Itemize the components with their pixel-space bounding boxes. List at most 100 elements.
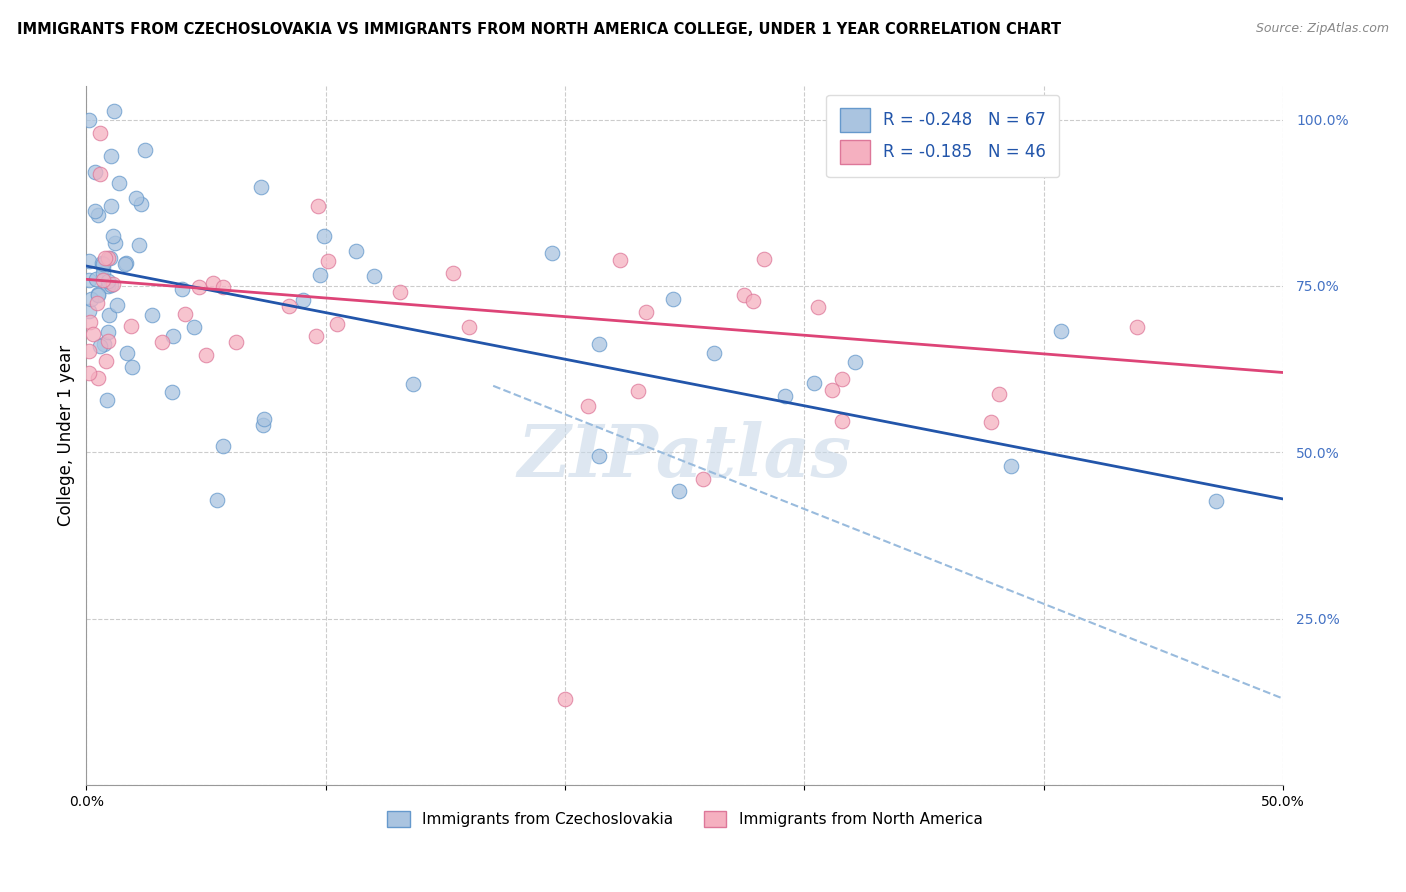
Point [89, 167, 111, 181]
Point [752, 252, 775, 266]
Point [588, 337, 610, 351]
Point [97, 308, 120, 322]
Point [89, 126, 111, 140]
Point [662, 292, 685, 306]
Point [98, 252, 121, 266]
Point [225, 335, 247, 350]
Point [93, 251, 115, 265]
Point [831, 414, 853, 428]
Point [692, 473, 714, 487]
Point [183, 320, 205, 334]
Point [668, 483, 690, 498]
Point [94, 354, 117, 368]
Point [172, 282, 194, 296]
Point [773, 389, 796, 403]
Point [80, 292, 103, 306]
Point [108, 176, 131, 190]
Point [627, 384, 650, 398]
Point [253, 412, 276, 426]
Point [308, 268, 330, 282]
Point [402, 376, 425, 391]
Point [104, 236, 127, 251]
Point [128, 237, 150, 252]
Point [101, 228, 124, 243]
Point [980, 415, 1002, 429]
Point [1205, 494, 1227, 508]
Point [205, 493, 228, 508]
Point [91, 260, 114, 275]
Point [457, 319, 479, 334]
Point [86, 208, 108, 222]
Point [250, 179, 273, 194]
Point [150, 334, 173, 349]
Point [363, 268, 385, 283]
Point [114, 257, 136, 271]
Point [115, 256, 138, 270]
Point [252, 417, 274, 432]
Text: ZIPatlas: ZIPatlas [517, 421, 852, 492]
Point [742, 293, 765, 308]
Point [87, 288, 110, 302]
Point [87, 286, 110, 301]
Point [77, 343, 100, 358]
Point [97, 334, 120, 348]
Point [173, 307, 195, 321]
Point [77, 253, 100, 268]
Point [820, 384, 842, 398]
Point [141, 308, 163, 322]
Point [212, 438, 235, 452]
Point [87, 371, 110, 385]
Point [831, 372, 853, 386]
Point [211, 280, 233, 294]
Point [312, 229, 335, 244]
Point [443, 266, 465, 280]
Point [97, 278, 120, 293]
Point [77, 112, 100, 127]
Point [304, 329, 326, 343]
Point [807, 300, 830, 314]
Point [103, 104, 125, 119]
Point [89, 339, 111, 353]
Point [121, 360, 143, 375]
Point [93, 273, 115, 287]
Point [588, 449, 610, 463]
Point [609, 252, 631, 267]
Point [1049, 324, 1071, 338]
Point [100, 149, 122, 163]
Point [129, 197, 152, 211]
Point [307, 199, 329, 213]
Point [100, 278, 122, 293]
Point [344, 244, 367, 259]
Point [93, 337, 115, 351]
Y-axis label: College, Under 1 year: College, Under 1 year [58, 345, 75, 526]
Point [578, 400, 600, 414]
Point [987, 387, 1010, 401]
Point [554, 691, 576, 706]
Point [292, 293, 315, 307]
Point [1126, 320, 1149, 334]
Point [79, 315, 101, 329]
Point [733, 287, 755, 301]
Point [86, 296, 108, 310]
Point [101, 277, 124, 291]
Point [97, 274, 120, 288]
Point [84, 203, 107, 218]
Point [100, 199, 122, 213]
Text: Source: ZipAtlas.com: Source: ZipAtlas.com [1256, 22, 1389, 36]
Point [121, 319, 143, 334]
Point [541, 246, 564, 260]
Point [195, 349, 218, 363]
Point [115, 345, 138, 359]
Point [134, 143, 156, 157]
Point [77, 366, 100, 380]
Point [188, 279, 211, 293]
Point [77, 273, 100, 287]
Point [318, 253, 340, 268]
Point [1000, 459, 1022, 474]
Point [83, 164, 105, 178]
Point [77, 303, 100, 318]
Point [91, 257, 114, 271]
Text: IMMIGRANTS FROM CZECHOSLOVAKIA VS IMMIGRANTS FROM NORTH AMERICA COLLEGE, UNDER 1: IMMIGRANTS FROM CZECHOSLOVAKIA VS IMMIGR… [17, 22, 1062, 37]
Point [844, 355, 866, 369]
Point [636, 305, 658, 319]
